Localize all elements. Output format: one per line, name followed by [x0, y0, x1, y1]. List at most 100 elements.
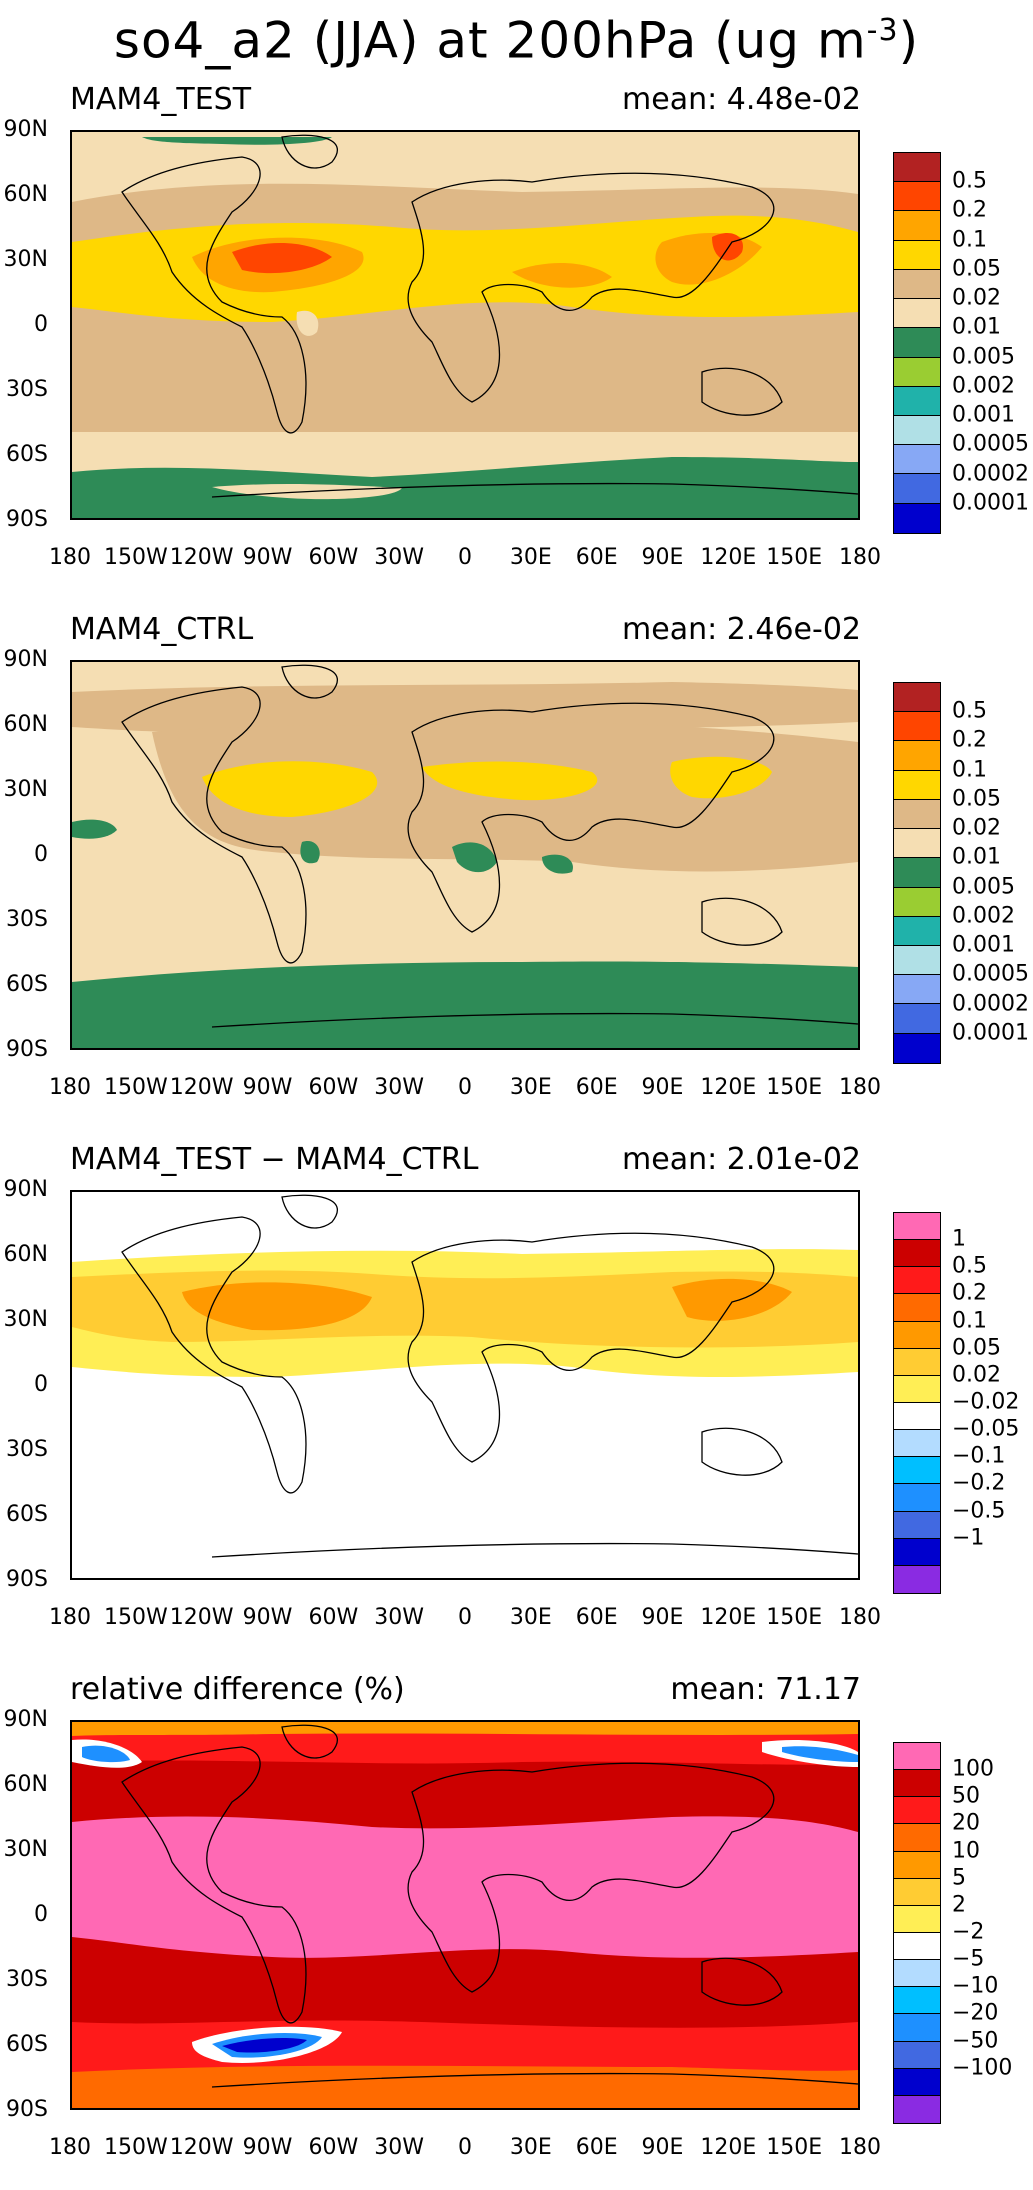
lat-tick-label: 0 — [34, 312, 48, 337]
colorbar-swatch — [894, 683, 940, 713]
colorbar-swatch — [894, 770, 940, 800]
lat-tick-label: 0 — [34, 1902, 48, 1927]
colorbar-swatch — [894, 1538, 940, 1566]
lon-tick-label: 90E — [641, 2135, 684, 2160]
colorbar-swatch — [894, 1511, 940, 1539]
lon-tick-label: 30W — [374, 1075, 425, 1100]
lon-tick-label: 30E — [509, 1605, 552, 1630]
colorbar-swatch — [894, 182, 940, 212]
colorbar-label: 0.005 — [952, 874, 1015, 900]
contour-map — [72, 1192, 858, 1578]
lon-tick-label: 90E — [641, 545, 684, 570]
lon-tick-label: 30E — [509, 545, 552, 570]
lon-tick-label: 150W — [103, 2135, 168, 2160]
colorbar-label: 0.05 — [952, 256, 1001, 282]
colorbar-label: 0.005 — [952, 344, 1015, 370]
lon-tick-label: 60E — [575, 545, 618, 570]
lon-tick-label: 150W — [103, 1605, 168, 1630]
colorbar-label: 0.002 — [952, 373, 1015, 399]
lat-tick-label: 30N — [3, 1307, 48, 1332]
colorbar-swatch — [894, 1033, 940, 1063]
colorbar-swatch — [894, 328, 940, 358]
colorbar-label: 0.1 — [952, 757, 987, 783]
colorbar-swatch — [894, 1484, 940, 1512]
colorbar-label: 0.01 — [952, 844, 1001, 870]
colorbar-swatch — [894, 2068, 940, 2096]
colorbar — [893, 152, 941, 534]
lon-tick-label: 90W — [242, 2135, 293, 2160]
lon-tick-label: 90E — [641, 1605, 684, 1630]
lon-tick-label: 90W — [242, 1075, 293, 1100]
colorbar-swatch — [894, 1960, 940, 1988]
colorbar-label: −0.1 — [952, 1443, 1006, 1469]
lat-tick-label: 60S — [6, 442, 48, 467]
colorbar-label: 20 — [952, 1810, 980, 1836]
lon-tick-label: 30W — [374, 1605, 425, 1630]
colorbar-label: 50 — [952, 1783, 980, 1809]
lat-tick-label: 60S — [6, 1502, 48, 1527]
colorbar-label: 0.02 — [952, 815, 1001, 841]
lon-tick-label: 180 — [49, 545, 91, 570]
colorbar-label: 0.05 — [952, 786, 1001, 812]
colorbar-label: 0.2 — [952, 727, 987, 753]
colorbar-label: −0.05 — [952, 1416, 1020, 1442]
colorbar-swatch — [894, 415, 940, 446]
map-panel-test: MAM4_TEST mean: 4.48e-02 90N 60N 30N 0 30S 60… — [0, 70, 1033, 600]
colorbar-label: 0.2 — [952, 1280, 987, 1306]
lon-tick-label: 150E — [766, 1605, 823, 1630]
colorbar-label: 0.0005 — [952, 961, 1029, 987]
lon-tick-label: 30E — [509, 2135, 552, 2160]
colorbar-swatch — [894, 712, 940, 742]
colorbar-swatch — [894, 445, 940, 475]
colorbar-label: 2 — [952, 1892, 966, 1918]
colorbar-label: 0.1 — [952, 227, 987, 253]
lon-tick-label: 0 — [458, 2135, 472, 2160]
colorbar-label: 1 — [952, 1226, 966, 1252]
colorbar-swatch — [894, 1851, 940, 1879]
colorbar-swatch — [894, 1457, 940, 1485]
lon-tick-label: 0 — [458, 1605, 472, 1630]
lon-tick-label: 30E — [509, 1075, 552, 1100]
lat-tick-label: 90S — [6, 1037, 48, 1062]
lon-tick-label: 90W — [242, 1605, 293, 1630]
colorbar-label: −10 — [952, 1973, 999, 1999]
lat-tick-label: 60S — [6, 2032, 48, 2057]
lon-tick-label: 120W — [169, 1075, 234, 1100]
map-panel-ctrl: MAM4_CTRL mean: 2.46e-02 90N 60N 30N 0 30S 60… — [0, 600, 1033, 1130]
lon-tick-label: 150E — [766, 545, 823, 570]
colorbar-label: 0.2 — [952, 197, 987, 223]
lat-tick-label: 30N — [3, 777, 48, 802]
lon-tick-label: 120W — [169, 1605, 234, 1630]
map-plot — [70, 660, 860, 1050]
colorbar-swatch — [894, 1402, 940, 1431]
colorbar-swatch — [894, 1321, 940, 1349]
colorbar-label: −0.02 — [952, 1389, 1020, 1415]
colorbar-swatch — [894, 858, 940, 888]
colorbar-swatch — [894, 1294, 940, 1322]
colorbar-label: −5 — [952, 1946, 985, 1972]
colorbar-label: 0.0002 — [952, 991, 1029, 1017]
lon-tick-label: 60E — [575, 2135, 618, 2160]
colorbar-swatch — [894, 357, 940, 387]
lat-tick-label: 90S — [6, 1567, 48, 1592]
lon-tick-label: 150W — [103, 545, 168, 570]
colorbar-swatch — [894, 829, 940, 859]
colorbar-swatch — [894, 916, 940, 946]
lon-tick-label: 90E — [641, 1075, 684, 1100]
colorbar-swatch — [894, 2014, 940, 2042]
lat-tick-label: 30S — [6, 377, 48, 402]
colorbar-label: 10 — [952, 1838, 980, 1864]
lon-tick-label: 60E — [575, 1605, 618, 1630]
lat-tick-label: 60N — [3, 1772, 48, 1797]
colorbar-label: 0.0002 — [952, 461, 1029, 487]
colorbar-label: −20 — [952, 2000, 999, 2026]
lon-tick-label: 30W — [374, 2135, 425, 2160]
colorbar-swatch — [894, 887, 940, 917]
colorbar-label: 0.02 — [952, 285, 1001, 311]
lon-tick-label: 180 — [839, 1075, 881, 1100]
lat-tick-label: 30S — [6, 1437, 48, 1462]
lat-tick-label: 90S — [6, 2097, 48, 2122]
colorbar-swatch — [894, 1004, 940, 1034]
lon-tick-label: 60E — [575, 1075, 618, 1100]
panel-mean: mean: 71.17 — [670, 1672, 861, 1707]
